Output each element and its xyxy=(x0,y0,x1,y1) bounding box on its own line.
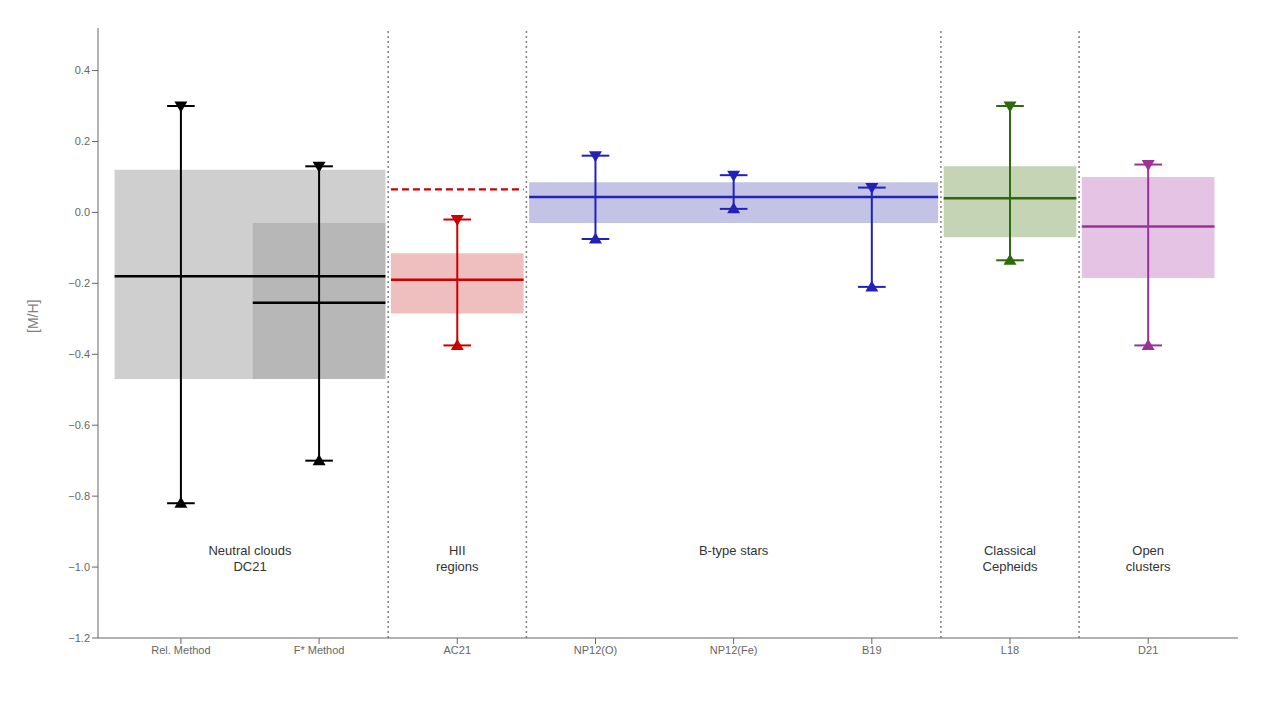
svg-text:ClassicalCepheids: ClassicalCepheids xyxy=(983,543,1038,574)
svg-text:B19: B19 xyxy=(862,644,882,656)
svg-text:F* Method: F* Method xyxy=(294,644,345,656)
svg-text:−0.6: −0.6 xyxy=(68,419,90,431)
svg-text:D21: D21 xyxy=(1138,644,1158,656)
svg-text:[M/H]: [M/H] xyxy=(25,300,41,333)
svg-text:HIIregions: HIIregions xyxy=(436,543,479,574)
svg-text:AC21: AC21 xyxy=(444,644,472,656)
svg-text:0.2: 0.2 xyxy=(75,135,90,147)
svg-text:−1.2: −1.2 xyxy=(68,632,90,644)
svg-text:NP12(O): NP12(O) xyxy=(574,644,617,656)
svg-text:−0.2: −0.2 xyxy=(68,277,90,289)
svg-text:Rel. Method: Rel. Method xyxy=(151,644,210,656)
svg-text:B-type stars: B-type stars xyxy=(699,543,769,558)
svg-text:−0.4: −0.4 xyxy=(68,348,90,360)
svg-text:−1.0: −1.0 xyxy=(68,561,90,573)
svg-text:0.0: 0.0 xyxy=(75,206,90,218)
svg-text:NP12(Fe): NP12(Fe) xyxy=(710,644,758,656)
svg-text:0.4: 0.4 xyxy=(75,64,90,76)
svg-text:Openclusters: Openclusters xyxy=(1126,543,1171,574)
svg-text:Neutral cloudsDC21: Neutral cloudsDC21 xyxy=(208,543,292,574)
svg-text:−0.8: −0.8 xyxy=(68,490,90,502)
svg-text:L18: L18 xyxy=(1001,644,1019,656)
